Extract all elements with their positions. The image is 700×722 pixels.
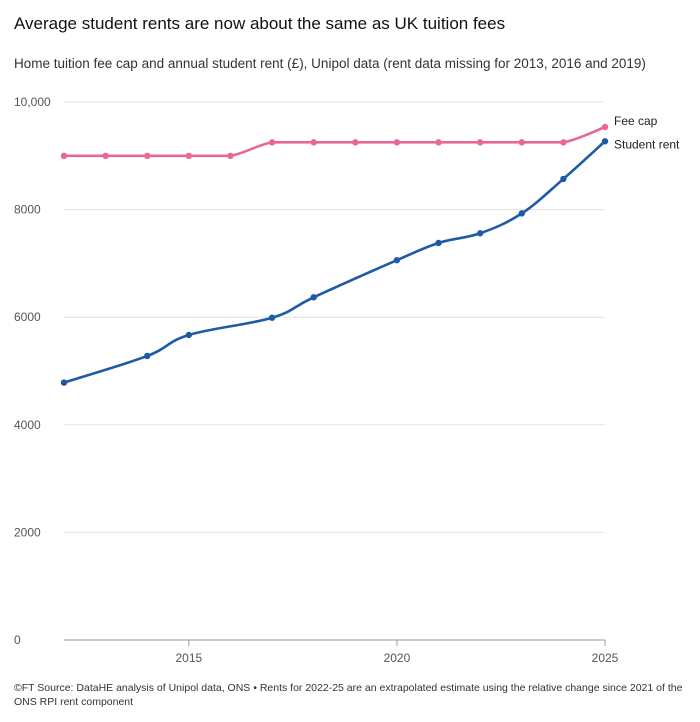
student-rent-point: [393, 256, 401, 264]
fee-cap-line: [62, 125, 607, 158]
fee-cap-point: [518, 139, 525, 146]
student-rent-line: [62, 139, 607, 384]
student-rent-point: [60, 379, 68, 386]
student-rent-point: [435, 239, 442, 247]
student-rent-point: [476, 230, 484, 237]
fee-cap-point: [268, 139, 276, 146]
chart-subtitle: Home tuition fee cap and annual student …: [14, 56, 646, 71]
fee-cap-point: [310, 139, 317, 146]
student-rent-point: [144, 352, 151, 360]
fee-cap-point: [144, 152, 151, 159]
axes: 0 2000 4000 6000 8000 10,000 2015 2020 2025: [14, 95, 619, 665]
x-tick-label: 2025: [592, 651, 619, 665]
series-labels: Fee cap Student rent: [614, 114, 680, 151]
fee-cap-point: [60, 152, 68, 159]
y-tick-label: 10,000: [14, 95, 51, 109]
fee-cap-point: [476, 139, 484, 146]
line-chart: 0 2000 4000 6000 8000 10,000 2015 2020 2025 Fee …: [14, 95, 680, 665]
fee-cap-point: [102, 152, 109, 159]
student-rent-point: [601, 138, 609, 145]
student-rent-point: [268, 314, 276, 321]
y-tick-label: 6000: [14, 310, 41, 324]
x-tick-label: 2020: [384, 651, 411, 665]
grid-lines: [64, 101, 605, 533]
student-rent-point: [518, 210, 525, 217]
fee-cap-point: [601, 123, 609, 131]
fee-cap-point: [393, 139, 401, 146]
fee-cap-point: [560, 139, 567, 146]
fee-cap-point: [185, 152, 193, 159]
x-tick-label: 2015: [175, 651, 202, 665]
student-rent-point: [310, 294, 317, 301]
chart-footer-source: ©FT Source: DataHE analysis of Unipol da…: [14, 682, 683, 708]
chart-title: Average student rents are now about the …: [14, 14, 506, 33]
y-tick-label: 2000: [14, 525, 41, 539]
fee-cap-label: Fee cap: [614, 114, 658, 128]
y-tick-label: 0: [14, 633, 21, 647]
fee-cap-point: [435, 139, 442, 146]
fee-cap-point: [227, 152, 234, 159]
student-rent-point: [185, 331, 193, 339]
student-rent-point: [560, 175, 567, 183]
y-tick-label: 4000: [14, 418, 41, 432]
fee-cap-point: [352, 139, 359, 146]
series: [60, 123, 609, 386]
student-rent-label: Student rent: [614, 137, 680, 151]
y-tick-label: 8000: [14, 203, 41, 217]
